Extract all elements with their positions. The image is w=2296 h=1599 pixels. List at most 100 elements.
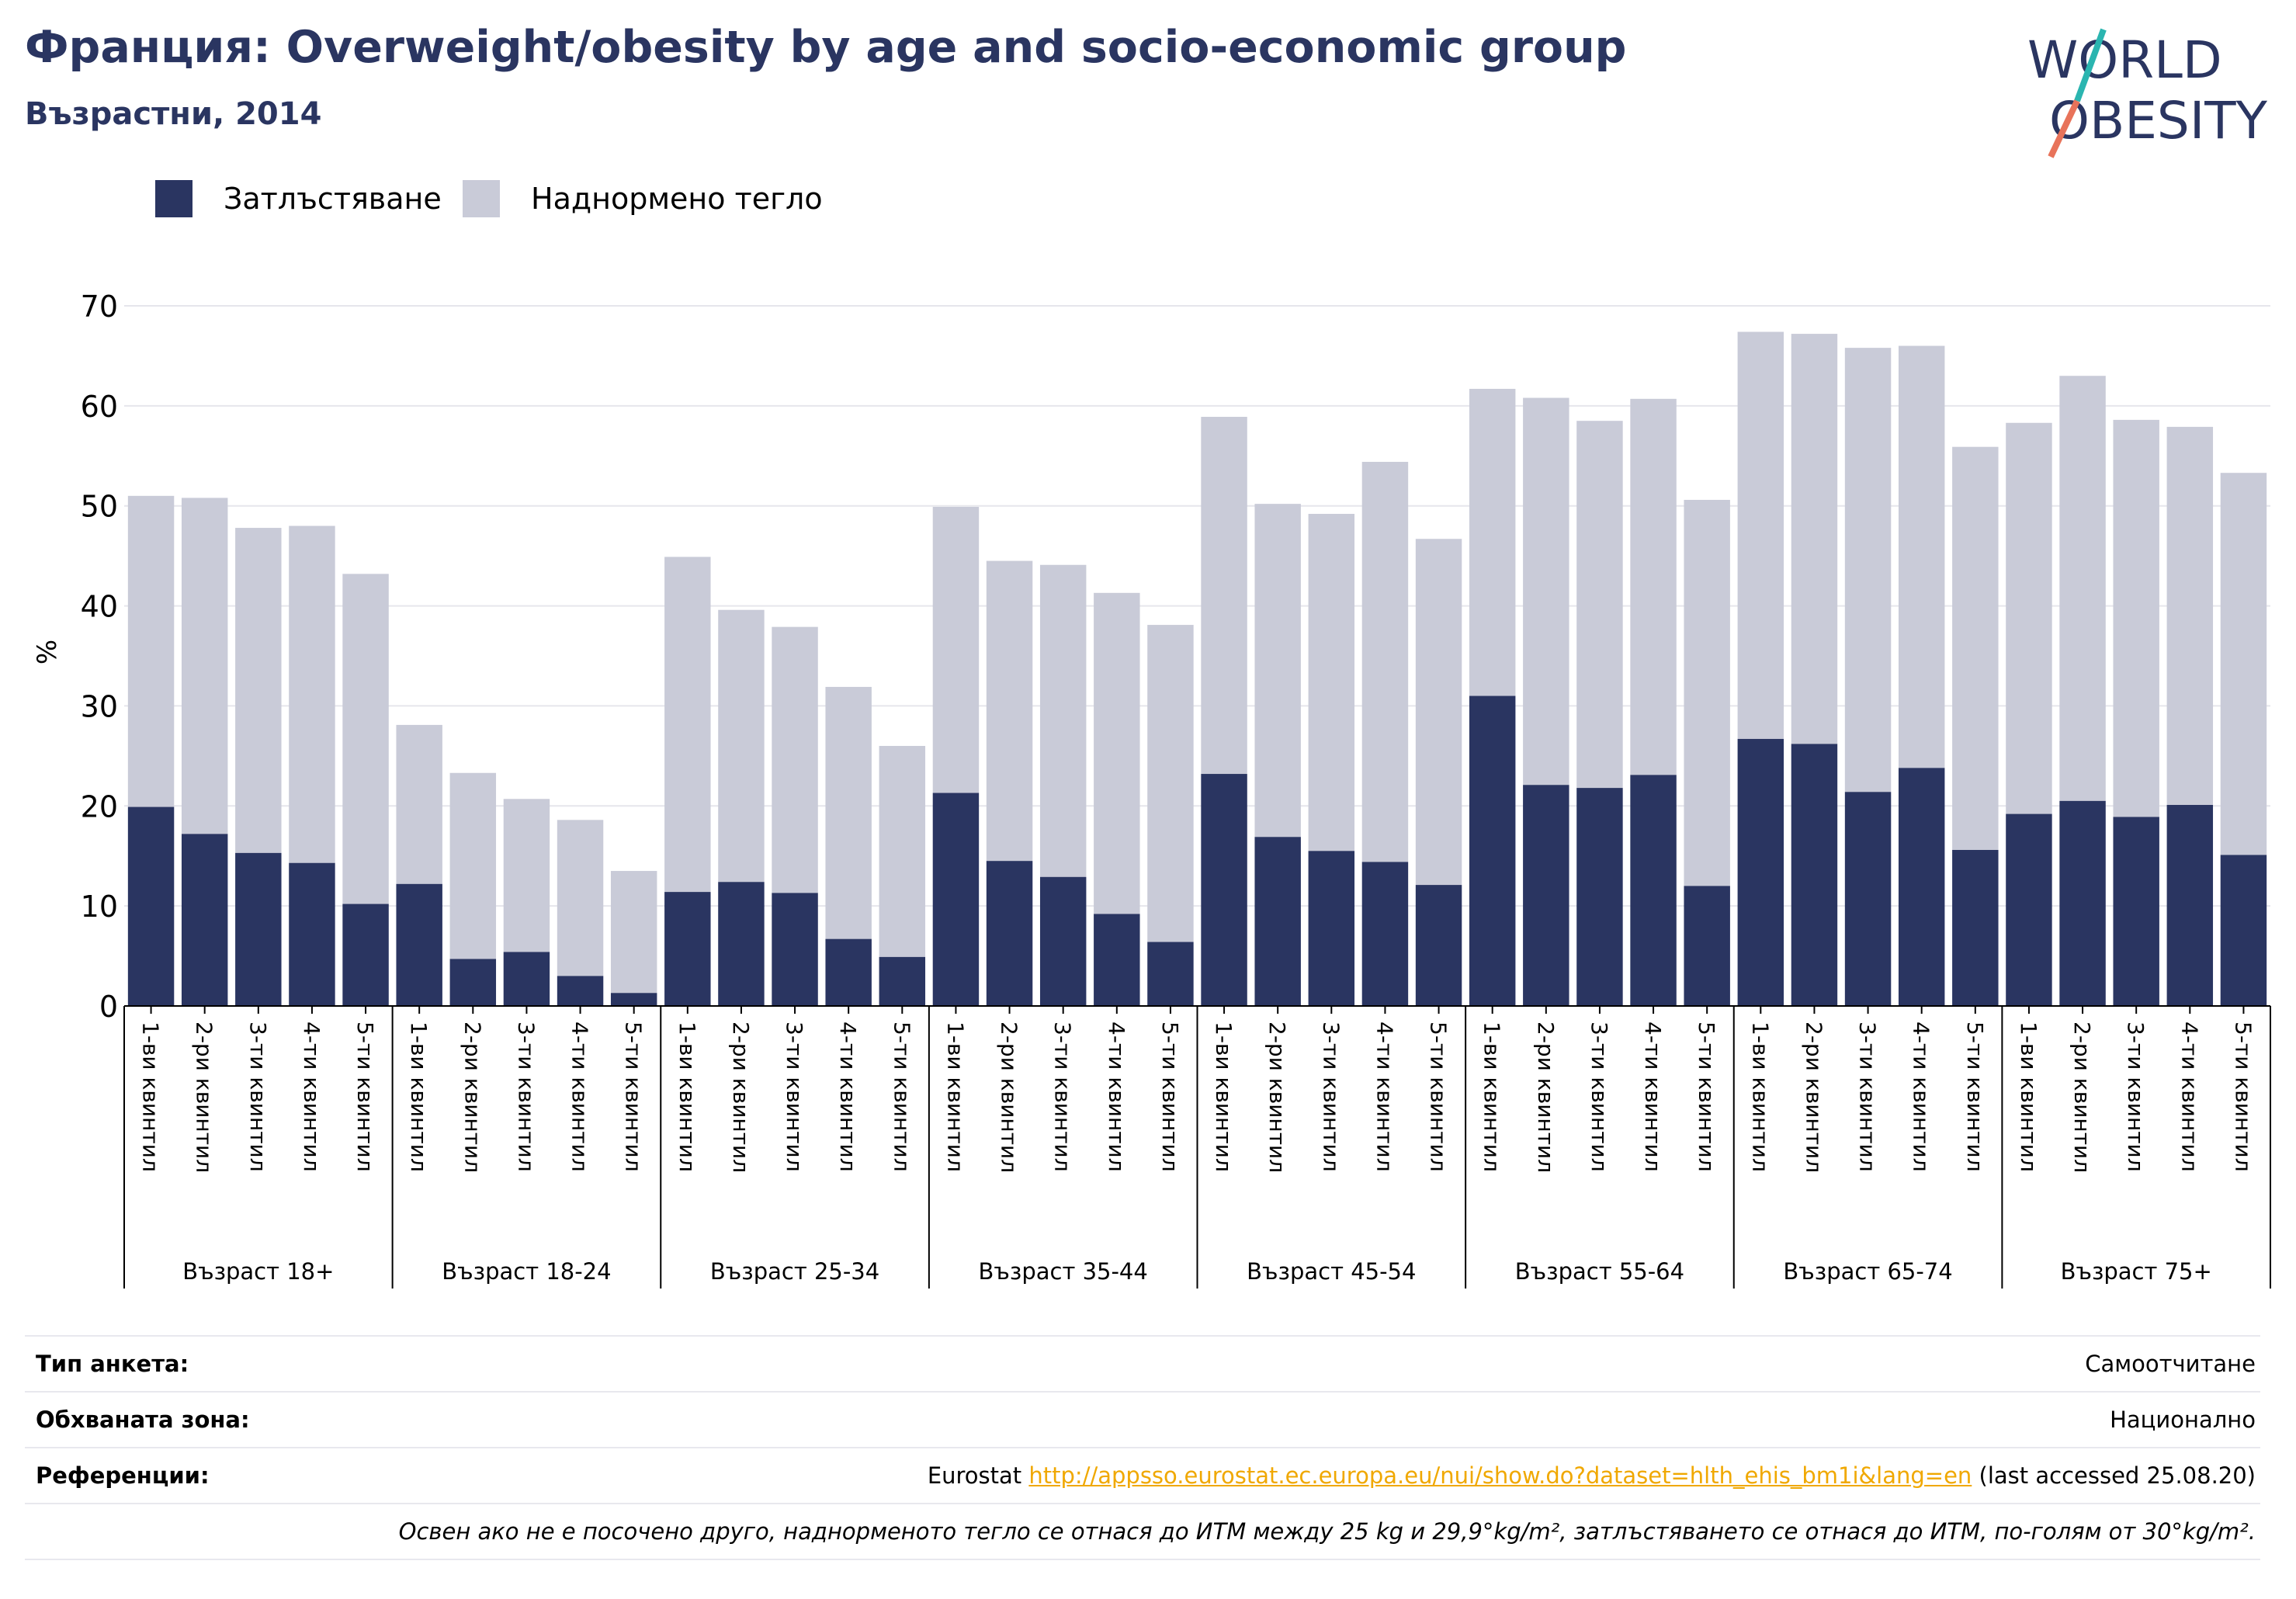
bar-overweight [449,772,497,959]
x-tick-label: 2-ри квинтил [728,1021,754,1173]
bar-overweight [396,724,442,884]
x-tick-label: 2-ри квинтил [997,1021,1022,1173]
bar-overweight [1844,348,1892,793]
bar-overweight [1630,398,1677,775]
bar-overweight [1361,462,1409,862]
x-tick-label: 3-ти квинтил [782,1021,807,1172]
bar-overweight [289,525,335,863]
stacked-bar-chart: 0 10 20 30 40 50 60 70% 1-ви квинтил 2-ри квинтил… [32,290,2271,1289]
x-tick-label: 3-ти квинтил [2123,1021,2149,1172]
bar-obesity [2006,813,2052,1006]
bar-obesity [1469,695,1516,1006]
bar-obesity [718,882,765,1006]
x-tick-label: 5-ти квинтил [1157,1021,1183,1172]
bar-obesity [1737,738,1784,1006]
bar-overweight [1952,446,1999,850]
bar-obesity [1361,862,1409,1006]
bar-overweight [879,745,926,957]
bar-overweight [1254,504,1301,838]
legend-swatch-overweight [463,180,500,217]
bar-overweight [1576,421,1623,789]
y-tick-label: 30 [81,689,118,723]
x-tick-label: 3-ти квинтил [513,1021,539,1172]
x-tick-label: 2-ри квинтил [192,1021,217,1173]
bar-obesity [2113,817,2159,1006]
bar-obesity [2059,800,2106,1006]
x-tick-label: 5-ти квинтил [352,1021,378,1172]
bar-obesity [1523,785,1569,1006]
footer-row-references: Референции: Eurostat http://appsso.euros… [25,1447,2260,1503]
x-tick-label: 3-ти квинтил [1050,1021,1076,1172]
group-label: Възраст 25-34 [710,1258,879,1285]
bar-obesity [342,904,389,1006]
x-tick-label: 4-ти квинтил [1104,1021,1129,1172]
bar-overweight [610,871,657,994]
x-tick-label: 3-ти квинтил [1587,1021,1612,1172]
references-link[interactable]: http://appsso.eurostat.ec.europa.eu/nui/… [1028,1462,1972,1489]
references-value: Eurostat http://appsso.eurostat.ec.europ… [928,1462,2256,1489]
bar-obesity [2220,855,2267,1006]
x-tick-label: 1-ви квинтил [406,1021,432,1172]
bar-overweight [503,799,550,952]
y-tick-label: 50 [81,490,118,524]
footer-row-survey-type: Тип анкета: Самоотчитане [25,1335,2260,1391]
x-tick-label: 2-ри квинтил [2069,1021,2095,1173]
bar-obesity [1039,876,1087,1006]
y-tick-label: 10 [81,890,118,924]
x-tick-label: 1-ви квинтил [942,1021,968,1172]
x-tick-label: 2-ри квинтил [1801,1021,1826,1173]
bar-overweight [1039,564,1087,877]
x-tick-label: 1-ви квинтил [1211,1021,1236,1172]
bar-obesity [235,852,282,1006]
bar-obesity [772,893,818,1006]
bar-overweight [2166,426,2214,805]
bar-overweight [718,609,765,883]
bar-obesity [879,956,926,1006]
bar-obesity [503,952,550,1006]
bar-obesity [664,892,711,1006]
area-value: Национално [2110,1406,2256,1433]
footer-row-note: Освен ако не е посочено друго, наднормен… [25,1503,2260,1560]
footer-table: Тип анкета: Самоотчитане Обхваната зона:… [25,1335,2260,1560]
x-tick-label: 5-ти квинтил [1426,1021,1451,1172]
bar-overweight [181,498,228,834]
bar-obesity [1898,768,1945,1006]
bar-obesity [1952,849,1999,1006]
bar-overweight [2006,422,2052,814]
y-tick-label: 70 [81,290,118,324]
x-tick-label: 3-ти квинтил [1318,1021,1344,1172]
x-tick-label: 5-ти квинтил [1694,1021,1719,1172]
logo-slash-coral [2048,99,2080,158]
bar-obesity [986,861,1033,1006]
y-tick-label: 40 [81,590,118,624]
bar-obesity [1630,775,1677,1006]
x-tick-label: 2-ри квинтил [1533,1021,1559,1173]
bar-overweight [2220,473,2267,855]
references-accessed: (last accessed 25.08.20) [1979,1462,2256,1489]
group-label: Възраст 65-74 [1783,1258,1952,1285]
logo-line-1: WORLD [2027,30,2222,90]
bar-overweight [2059,376,2106,801]
x-tick-label: 4-ти квинтил [1909,1021,1934,1172]
bar-overweight [1147,625,1194,942]
bar-overweight [1201,417,1247,775]
x-tick-label: 1-ви квинтил [675,1021,700,1172]
bar-overweight [342,574,389,904]
y-tick-label: 20 [81,789,118,824]
bar-obesity [2166,804,2214,1006]
bar-obesity [289,862,335,1006]
references-label: Референции: [36,1462,210,1489]
bar-obesity [181,834,228,1006]
world-obesity-logo: WORLD OBESITY [2027,28,2268,158]
bar-overweight [1415,539,1462,886]
bar-obesity [449,959,497,1006]
bar-obesity [932,793,980,1006]
legend-swatch-obesity [155,180,192,217]
x-tick-label: 1-ви квинтил [138,1021,164,1172]
logo-line-2: OBESITY [2049,91,2268,151]
bar-overweight [1791,334,1838,744]
bar-obesity [1844,792,1892,1006]
x-tick-label: 4-ти квинтил [1372,1021,1397,1172]
bar-overweight [772,626,818,893]
x-tick-label: 2-ри квинтил [1264,1021,1290,1173]
